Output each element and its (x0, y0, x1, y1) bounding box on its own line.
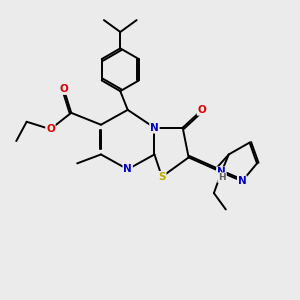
Text: N: N (123, 164, 132, 174)
Text: O: O (198, 105, 206, 115)
Text: O: O (59, 84, 68, 94)
Text: N: N (217, 167, 226, 177)
Text: O: O (46, 124, 55, 134)
Text: S: S (158, 172, 166, 182)
Text: H: H (218, 173, 226, 182)
Text: N: N (150, 123, 159, 133)
Text: N: N (238, 176, 247, 186)
